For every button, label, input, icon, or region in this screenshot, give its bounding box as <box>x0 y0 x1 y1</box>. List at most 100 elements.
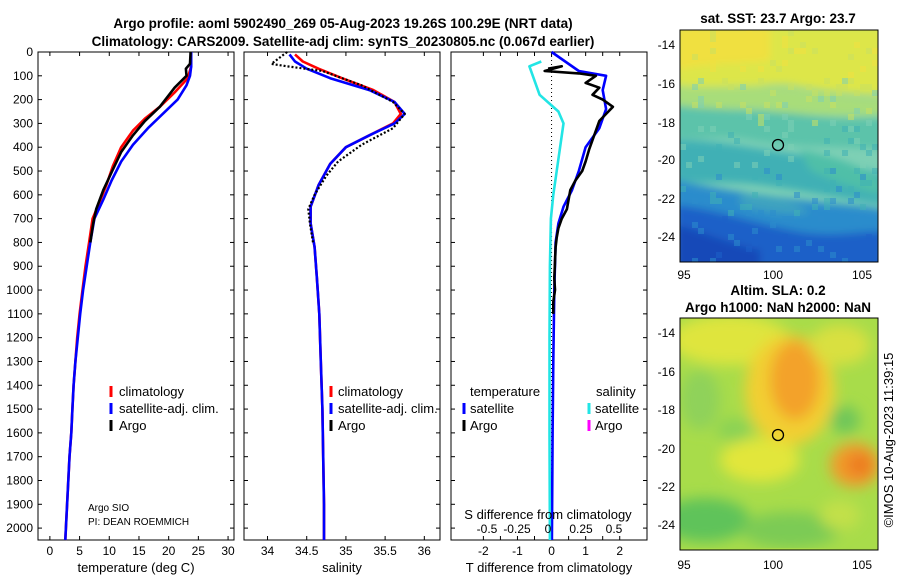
y-tick-label: 1400 <box>6 378 33 392</box>
sst-pixel <box>854 42 860 48</box>
sst-pixel <box>710 258 716 262</box>
sst-pixel <box>776 246 782 252</box>
sst-pixel <box>692 84 698 90</box>
sst-pixel <box>734 162 740 168</box>
plot-frame <box>243 51 441 541</box>
s-difference-tick-label: -0.5 <box>477 522 498 536</box>
sst-pixel <box>680 144 686 150</box>
sst-pixel <box>776 180 782 186</box>
sst-pixel <box>782 102 788 108</box>
sst-pixel <box>698 102 704 108</box>
sst-pixel <box>842 126 848 132</box>
sst-pixel <box>782 216 788 222</box>
sst-pixel <box>686 162 692 168</box>
title-line2: Climatology: CARS2009. Satellite-adj cli… <box>92 34 595 49</box>
sst-pixel <box>848 126 854 132</box>
sst-pixel <box>830 120 836 126</box>
sst-pixel <box>770 162 776 168</box>
sst-pixel <box>722 78 728 84</box>
sst-pixel <box>782 114 788 120</box>
sla-ytick: -18 <box>658 403 676 417</box>
sst-pixel <box>758 78 764 84</box>
sst-pixel <box>698 156 704 162</box>
sla-xtick: 105 <box>852 558 872 572</box>
x-tick-label: 35 <box>339 544 353 558</box>
s-difference-tick-label: 0.5 <box>606 522 623 536</box>
sst-xtick: 105 <box>852 268 872 282</box>
x-tick-label: 30 <box>221 544 235 558</box>
sst-pixel <box>860 66 866 72</box>
y-tick-label: 800 <box>13 235 33 249</box>
sst-pixel <box>848 186 854 192</box>
sst-pixel <box>716 150 722 156</box>
sst-pixel <box>686 168 692 174</box>
sst-pixel <box>866 120 872 126</box>
sst-pixel <box>752 192 758 198</box>
sst-pixel <box>830 96 836 102</box>
sla-heatmap <box>680 318 878 550</box>
sst-pixel <box>824 198 830 204</box>
sla-map-frame <box>679 317 879 551</box>
sst-pixel <box>758 210 764 216</box>
sst-pixel <box>812 204 818 210</box>
sla-argo-location <box>771 428 785 442</box>
sst-pixel <box>788 30 794 36</box>
sst-pixel <box>764 102 770 108</box>
sst-ytick: -18 <box>658 116 676 130</box>
sst-pixel <box>752 228 758 234</box>
x-tick-label: 2 <box>616 544 623 558</box>
legend-argo-label: Argo <box>338 418 365 433</box>
sla-map-title-1: Altim. SLA: 0.2 <box>730 283 825 298</box>
sla-map-title-2: Argo h1000: NaN h2000: NaN <box>685 300 871 315</box>
sst-pixel <box>788 216 794 222</box>
sst-pixel <box>824 138 830 144</box>
sst-pixel <box>692 222 698 228</box>
sst-pixel <box>860 240 866 246</box>
sst-pixel <box>860 84 866 90</box>
legend-temperature-panel: climatology satellite-adj. clim. Argo <box>109 384 219 433</box>
sst-pixel <box>824 168 830 174</box>
sst-pixel <box>710 198 716 204</box>
sla-ytick: -20 <box>658 442 676 456</box>
sst-pixel <box>770 60 776 66</box>
sst-pixel <box>824 186 830 192</box>
x-tick-label: 25 <box>192 544 206 558</box>
sst-pixel <box>746 210 752 216</box>
x-tick-label: -1 <box>512 544 523 558</box>
sst-pixel <box>680 186 686 192</box>
y-tick-label: 100 <box>13 69 33 83</box>
temperature-panel: 0100200300400500600700800900100011001200… <box>6 45 235 575</box>
sst-ytick: -16 <box>658 77 676 91</box>
sst-pixel <box>770 222 776 228</box>
plot-frame <box>37 51 235 541</box>
sst-pixel <box>710 60 716 66</box>
sst-map-axes: -14 -16 -18 -20 -22 -24 95 100 105 <box>658 38 873 282</box>
x-tick-label: 0 <box>47 544 54 558</box>
sst-pixel <box>854 192 860 198</box>
sst-argo-location <box>771 138 785 152</box>
title-line1: Argo profile: aoml 5902490_269 05-Aug-20… <box>113 16 572 31</box>
sst-pixel <box>764 150 770 156</box>
sst-pixel <box>812 210 818 216</box>
sst-pixel <box>704 198 710 204</box>
sst-pixel <box>716 102 722 108</box>
y-tick-label: 0 <box>26 45 33 59</box>
sst-pixel <box>818 216 824 222</box>
sst-pixel <box>698 78 704 84</box>
sst-pixel <box>692 258 698 262</box>
y-tick-label: 700 <box>13 212 33 226</box>
y-tick-label: 1600 <box>6 426 33 440</box>
sla-ytick: -16 <box>658 365 676 379</box>
sst-pixel <box>728 132 734 138</box>
sst-pixel <box>806 96 812 102</box>
sst-pixel <box>782 42 788 48</box>
sst-pixel <box>746 114 752 120</box>
sst-pixel <box>788 156 794 162</box>
sla-map-axes: -14 -16 -18 -20 -22 -24 95 100 105 <box>658 326 873 572</box>
sst-pixel <box>752 48 758 54</box>
sst-pixel <box>710 66 716 72</box>
difference-panel: -2 -1 0 1 2 T difference from climatology <box>450 50 648 575</box>
sst-ytick: -22 <box>658 192 676 206</box>
sst-pixel <box>758 114 764 120</box>
sst-pixel <box>692 102 698 108</box>
